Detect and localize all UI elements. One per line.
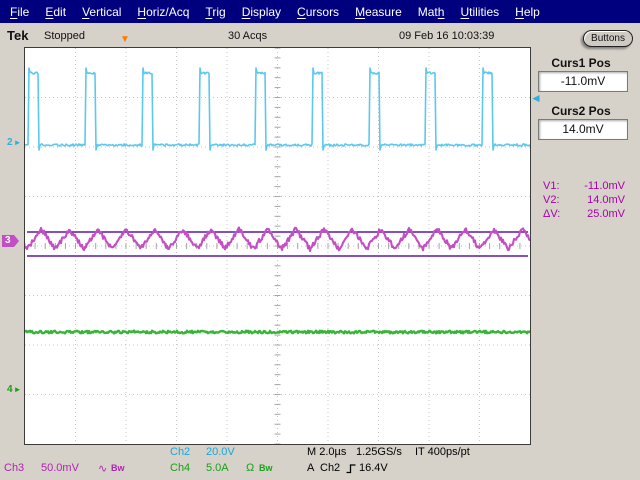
trigger-mode: A (307, 462, 314, 474)
cursor-readout-v2: V2: 14.0mV (543, 194, 625, 206)
menu-item-edit[interactable]: Edit (37, 2, 74, 22)
channel-arrow-icon: ► (14, 384, 22, 395)
menu-item-display[interactable]: Display (234, 2, 289, 22)
trigger-level[interactable]: 16.4V (359, 462, 388, 474)
ch3-bandwidth-badge: Bw (111, 463, 125, 473)
v2-value: 14.0mV (587, 194, 625, 206)
cursor-readouts: V1: -11.0mV V2: 14.0mV ΔV: 25.0mV (543, 180, 625, 222)
ch4-impedance-icon: Ω (246, 462, 254, 474)
menu-item-math[interactable]: Math (410, 2, 453, 22)
trigger-source: Ch2 (320, 462, 340, 474)
channel-arrow-icon: ► (14, 137, 22, 148)
ch2-scale[interactable]: 20.0V (206, 446, 235, 458)
cursor-readout-delta: ΔV: 25.0mV (543, 208, 625, 220)
v1-label: V1: (543, 180, 560, 192)
channel2-marker[interactable]: 2 ► (7, 137, 21, 148)
delta-v-value: 25.0mV (587, 208, 625, 220)
menu-item-vertical[interactable]: Vertical (74, 2, 129, 22)
channel2-marker-label: 2 (7, 137, 13, 148)
ch4-trace (25, 331, 530, 334)
menu-item-cursors[interactable]: Cursors (289, 2, 347, 22)
graticule (24, 47, 531, 445)
cursor1-position-label: Curs1 Pos (535, 56, 627, 70)
menu-item-file[interactable]: File (2, 2, 37, 22)
rising-edge-icon (346, 463, 356, 474)
channel3-marker-arrow-icon (14, 235, 19, 247)
v1-value: -11.0mV (584, 180, 625, 192)
ch4-bandwidth-badge: Bw (259, 463, 273, 473)
ch2-label: Ch2 (170, 446, 190, 458)
ch3-label: Ch3 (4, 462, 24, 474)
cursor2-position-label: Curs2 Pos (535, 104, 627, 118)
menu-bar: FileEditVerticalHoriz/AcqTrigDisplayCurs… (0, 0, 640, 23)
ch4-label: Ch4 (170, 462, 190, 474)
channel4-marker[interactable]: 4 ► (7, 384, 21, 395)
cursor2-position-field[interactable]: 14.0mV (538, 119, 628, 140)
menu-item-help[interactable]: Help (507, 2, 548, 22)
acquisition-count: 30 Acqs (228, 30, 267, 42)
sample-rate: 1.25GS/s (356, 446, 402, 458)
menu-item-utilities[interactable]: Utilities (452, 2, 507, 22)
delta-v-label: ΔV: (543, 208, 560, 220)
ch4-scale[interactable]: 5.0A (206, 462, 229, 474)
cursor1-position-field[interactable]: -11.0mV (538, 71, 628, 92)
timebase-scale[interactable]: M 2.0µs (307, 446, 346, 458)
v2-label: V2: (543, 194, 560, 206)
waveform-display (25, 48, 530, 444)
acquisition-status: Stopped (44, 30, 85, 42)
channel4-marker-label: 4 (7, 384, 13, 395)
trigger-level-icon[interactable]: ◄ (530, 92, 542, 104)
datetime: 09 Feb 16 10:03:39 (399, 30, 494, 42)
menu-item-measure[interactable]: Measure (347, 2, 410, 22)
tek-logo: Tek (7, 28, 28, 43)
trigger-position-icon[interactable]: ▼ (120, 35, 130, 45)
oscilloscope-screen: FileEditVerticalHoriz/AcqTrigDisplayCurs… (0, 0, 640, 480)
cursor-readout-v1: V1: -11.0mV (543, 180, 625, 192)
channel3-marker[interactable]: 3 (2, 235, 19, 247)
channel3-marker-label: 3 (2, 235, 14, 247)
interpolation: IT 400ps/pt (415, 446, 470, 458)
ch3-scale[interactable]: 50.0mV (41, 462, 79, 474)
menu-item-horiz-acq[interactable]: Horiz/Acq (129, 2, 197, 22)
menu-item-trig[interactable]: Trig (197, 2, 233, 22)
buttons-button[interactable]: Buttons (583, 30, 633, 47)
ch3-coupling-icon: ∿ (98, 462, 107, 475)
